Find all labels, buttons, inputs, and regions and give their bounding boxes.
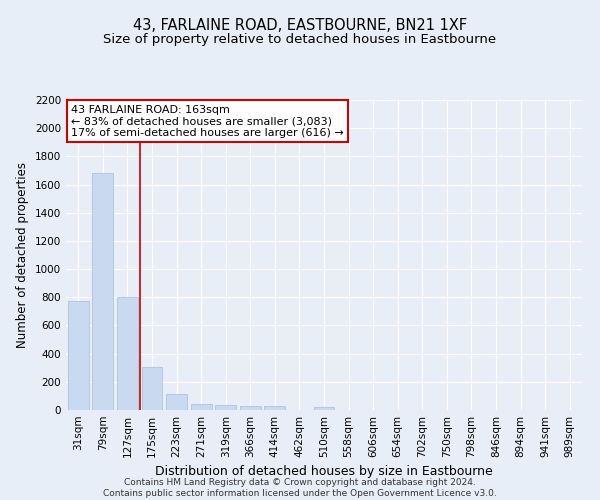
Bar [166,394,187,410]
Bar [92,174,113,410]
Bar [68,301,89,410]
Bar [117,298,138,410]
Bar [215,405,236,410]
Text: Contains HM Land Registry data © Crown copyright and database right 2024.
Contai: Contains HM Land Registry data © Crown c… [103,478,497,498]
Text: 43, FARLAINE ROAD, EASTBOURNE, BN21 1XF: 43, FARLAINE ROAD, EASTBOURNE, BN21 1XF [133,18,467,32]
Bar [191,404,212,410]
Text: Size of property relative to detached houses in Eastbourne: Size of property relative to detached ho… [103,32,497,46]
X-axis label: Distribution of detached houses by size in Eastbourne: Distribution of detached houses by size … [155,466,493,478]
Bar [240,406,261,410]
Text: 43 FARLAINE ROAD: 163sqm
← 83% of detached houses are smaller (3,083)
17% of sem: 43 FARLAINE ROAD: 163sqm ← 83% of detach… [71,104,344,138]
Bar [265,406,286,410]
Bar [142,367,163,410]
Y-axis label: Number of detached properties: Number of detached properties [16,162,29,348]
Bar [314,407,334,410]
